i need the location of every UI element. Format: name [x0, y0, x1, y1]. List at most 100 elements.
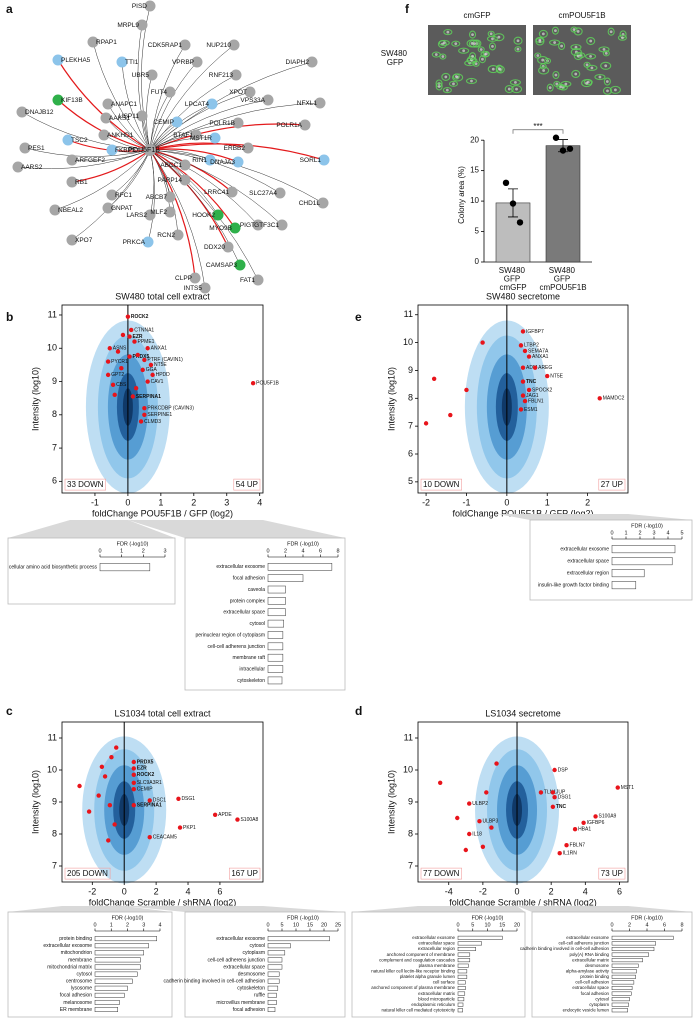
significant-point — [431, 376, 437, 382]
colony — [600, 61, 612, 70]
x-tick-label: 2 — [628, 922, 631, 928]
significant-point — [120, 332, 126, 338]
point-label: IGFBP7 — [526, 329, 544, 335]
colony — [573, 51, 583, 61]
significant-point — [131, 803, 136, 808]
x-axis-label: FDR (-log10) — [631, 523, 663, 529]
y-tick-label: 5 — [475, 227, 480, 236]
y-tick-label: 9 — [52, 796, 57, 806]
node-label: RPAP1 — [96, 39, 117, 46]
y-tick-label: 10 — [47, 764, 57, 774]
significant-point — [464, 387, 469, 393]
node — [172, 229, 184, 241]
node-label: TTI1 — [125, 59, 139, 66]
significant-point — [109, 755, 114, 760]
bar — [94, 964, 141, 970]
node-label: ABCC1 — [160, 162, 182, 169]
colony-core — [507, 87, 511, 91]
category-label: endoplasmic reticulum — [411, 1002, 455, 1007]
x-tick-label: 2 — [549, 886, 554, 896]
category-label: focal adhesion — [581, 991, 610, 996]
panel-label: f — [405, 2, 410, 16]
x-axis-label: FDR (-log10) — [631, 915, 663, 921]
colony — [609, 85, 621, 94]
significant-point — [552, 795, 557, 800]
colony — [586, 64, 598, 71]
funnel — [128, 520, 345, 538]
y-tick-label: 9 — [52, 376, 57, 386]
node — [102, 98, 114, 110]
node — [136, 19, 148, 31]
colony-core — [572, 28, 576, 31]
node-label: ANKHD1 — [107, 132, 134, 139]
significant-point — [127, 354, 132, 359]
node-label: CLPP — [175, 275, 192, 282]
significant-point — [142, 357, 147, 363]
colony-core — [474, 62, 478, 66]
category-label: ruffle — [254, 993, 265, 999]
x-tick-label: 4 — [158, 922, 161, 928]
point-label: APDE — [218, 812, 232, 818]
node-label: SLC27A4 — [249, 190, 277, 197]
point-label: DSC1 — [153, 798, 167, 804]
point-label: CEACAM5 — [153, 835, 177, 841]
node-label: PIGT — [240, 222, 255, 229]
colony — [443, 29, 453, 36]
colony-core — [614, 88, 617, 92]
point-label: ULBP2 — [472, 801, 488, 807]
point-label: SERPINA1 — [137, 803, 162, 809]
plot-frame — [417, 304, 629, 494]
colony — [514, 46, 522, 53]
y-tick-label: 15 — [470, 166, 479, 175]
point-label: FBLN1 — [528, 398, 544, 404]
node-label: TSC2 — [71, 137, 88, 144]
x-tick-label: 1 — [624, 530, 627, 536]
colony-core — [542, 69, 546, 72]
x-tick-label: 0 — [610, 922, 613, 928]
colony-core — [553, 41, 557, 44]
bar — [457, 952, 471, 957]
plot-frame — [61, 304, 264, 494]
colony-core — [514, 80, 517, 84]
image-row-label: SW480 GFP — [381, 49, 409, 67]
bar — [457, 974, 468, 979]
category-label: extracellular space — [572, 985, 609, 990]
category-label: membrane — [68, 957, 92, 963]
x-axis-label: FDR (-log10) — [287, 915, 319, 921]
significant-point — [526, 387, 532, 393]
bar — [99, 563, 151, 572]
colony-core — [541, 32, 545, 36]
x-axis-label: FDR (-log10) — [472, 915, 504, 921]
point-label: CEMIP — [137, 787, 154, 793]
y-tick-label: 10 — [47, 343, 57, 353]
significant-point — [133, 385, 139, 391]
colony — [448, 80, 459, 87]
node — [12, 161, 24, 173]
node-label: DNAJB12 — [25, 109, 54, 116]
bar — [611, 569, 645, 578]
edge — [71, 149, 151, 241]
node-label: NFXL1 — [297, 100, 318, 107]
node-label: ANAPC1 — [111, 101, 137, 108]
colony-core — [576, 30, 580, 33]
x-tick-label: 1 — [120, 548, 123, 554]
y-tick-label: 11 — [404, 732, 413, 742]
bar — [267, 631, 284, 639]
colony-core — [454, 75, 458, 78]
panel-label: b — [6, 310, 13, 324]
colony — [464, 60, 476, 67]
colony-core — [538, 40, 542, 43]
significant-point — [176, 796, 181, 801]
category-label: blood microparticle — [418, 996, 455, 1001]
significant-point — [131, 772, 136, 777]
y-tick-label: 8 — [408, 828, 413, 838]
x-tick-label: 1 — [110, 922, 113, 928]
y-axis-label: Intensity (log10) — [30, 770, 40, 834]
significant-point — [518, 407, 524, 412]
category-label: protein binding — [59, 936, 92, 942]
category-label: extracellular exosome — [566, 935, 609, 940]
colony-core — [560, 44, 564, 48]
node-label: ARFGEF2 — [75, 157, 105, 164]
bar — [611, 986, 633, 990]
significant-point — [114, 745, 119, 750]
